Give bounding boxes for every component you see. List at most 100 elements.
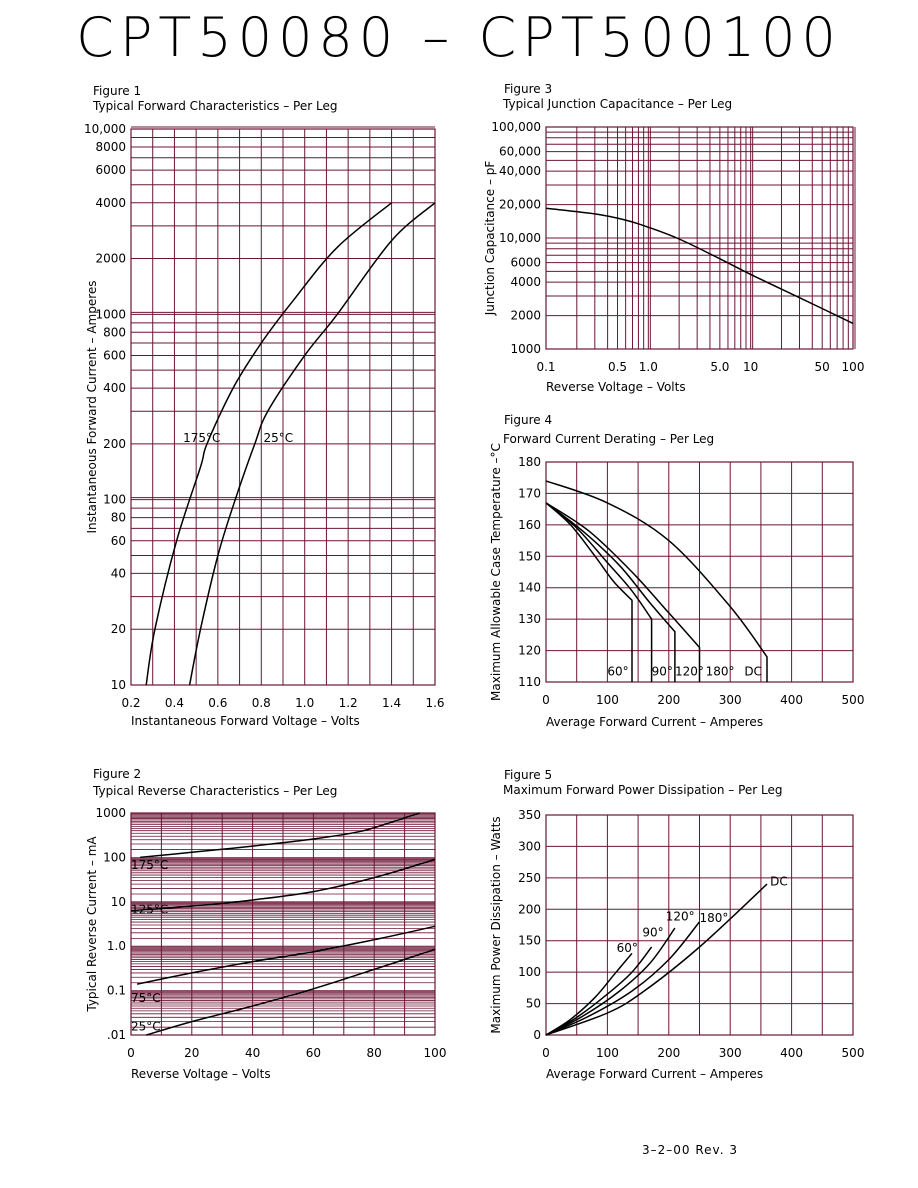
series-line-180- [545, 502, 701, 682]
series-line-75-c [136, 925, 436, 985]
y-tick-label: 1000 [510, 342, 541, 356]
curve-label: 175°C [131, 858, 168, 872]
y-axis-label: Maximum Power Dissipation – Watts [489, 816, 503, 1033]
x-tick-label: 400 [780, 1046, 803, 1060]
curve-label: 180° [706, 665, 735, 679]
y-tick-label: 200 [518, 902, 541, 916]
series-line-120- [545, 502, 676, 682]
y-tick-label: 170 [518, 486, 541, 500]
curve-label: DC [744, 665, 762, 679]
y-tick-label: 100 [518, 965, 541, 979]
grid [130, 126, 436, 686]
y-tick-label: 80 [111, 511, 126, 525]
y-tick-labels: 110 120 130 140 150 160 170 180 [518, 455, 541, 689]
y-tick-label: 60 [111, 534, 126, 548]
y-tick-labels: .01 0.1 1.0 10 100 1000 [95, 806, 126, 1042]
x-tick-label: 1.6 [425, 696, 444, 710]
y-tick-label: 1.0 [107, 939, 126, 953]
x-tick-label: 1.0 [295, 696, 314, 710]
curve-label: 125°C [131, 902, 168, 916]
series-line-90- [545, 502, 653, 682]
y-tick-label: .01 [107, 1028, 126, 1042]
curve-label: 90° [652, 665, 673, 679]
x-tick-label: 0.4 [165, 696, 184, 710]
x-tick-label: 100 [842, 360, 865, 374]
curve-label: 180° [700, 911, 729, 925]
figure-label: Figure 2 [93, 767, 141, 781]
x-tick-label: 1.4 [382, 696, 401, 710]
figure-label: Figure 5 [504, 768, 552, 782]
grid [130, 812, 436, 1036]
y-tick-label: 400 [103, 381, 126, 395]
series-line-dc [545, 480, 768, 682]
x-tick-label: 200 [657, 1046, 680, 1060]
x-tick-label: 100 [596, 693, 619, 707]
series-line-90- [545, 946, 653, 1036]
plot-frame [545, 814, 854, 1036]
y-tick-label: 4000 [95, 196, 126, 210]
x-tick-label: 400 [780, 693, 803, 707]
page-title: CPT50080 – CPT500100 [76, 6, 842, 69]
x-tick-label: 1.0 [639, 360, 658, 374]
x-tick-labels: 0.2 0.4 0.6 0.8 1.0 1.2 1.4 1.6 [121, 696, 444, 710]
y-axis-label: Maximum Allowable Case Temperature –°C [489, 443, 503, 701]
x-tick-label: 10 [743, 360, 758, 374]
curve-label: 90° [642, 925, 663, 939]
y-tick-label: 6000 [95, 163, 126, 177]
x-tick-label: 50 [815, 360, 830, 374]
x-tick-label: 5.0 [710, 360, 729, 374]
x-axis-label: Average Forward Current – Amperes [546, 1067, 763, 1081]
y-tick-label: 4000 [510, 275, 541, 289]
plot-frame [130, 812, 436, 1036]
x-tick-labels: 0 20 40 60 80 100 [127, 1046, 446, 1060]
fig4-chart: Figure 4 Forward Current Derating – Per L… [489, 413, 864, 729]
x-axis-label: Reverse Voltage – Volts [546, 380, 686, 394]
y-tick-labels: 10 20 40 60 80 100 200 400 600 800 1000 2000 4000 600… [84, 122, 126, 692]
x-axis-label: Instantaneous Forward Voltage – Volts [131, 714, 360, 728]
chart-title: Maximum Forward Power Dissipation – Per … [503, 783, 783, 797]
y-tick-label: 40,000 [499, 164, 541, 178]
fig2-chart: Figure 2 Typical Reverse Characteristics … [85, 767, 446, 1081]
y-tick-label: 130 [518, 612, 541, 626]
series-line-120- [545, 927, 676, 1036]
curve-label: 25°C [263, 431, 293, 445]
x-tick-label: 100 [596, 1046, 619, 1060]
series-line-180- [545, 921, 701, 1036]
series-line-dc [545, 883, 768, 1036]
y-tick-label: 1000 [95, 806, 126, 820]
curve-label: 175°C [183, 431, 220, 445]
x-tick-label: 0.8 [252, 696, 271, 710]
chart-title: Typical Forward Characteristics – Per Le… [92, 99, 337, 113]
x-tick-labels: 0 100 200 300 400 500 [542, 1046, 864, 1060]
figure-label: Figure 1 [93, 84, 141, 98]
x-tick-label: 0 [542, 1046, 550, 1060]
y-tick-label: 250 [518, 871, 541, 885]
x-tick-label: 60 [306, 1046, 321, 1060]
chart-title: Typical Junction Capacitance – Per Leg [502, 97, 732, 111]
y-tick-label: 8000 [95, 140, 126, 154]
grid [545, 126, 856, 350]
y-tick-label: 50 [526, 997, 541, 1011]
series-line-60- [545, 952, 633, 1036]
series-line-175-c [140, 812, 421, 859]
x-tick-label: 300 [719, 1046, 742, 1060]
series-line-0 [545, 207, 854, 325]
y-tick-label: 350 [518, 808, 541, 822]
series-line-25-c [145, 948, 436, 1036]
x-tick-label: 0.6 [208, 696, 227, 710]
y-tick-label: 100 [103, 493, 126, 507]
curve-label: 75°C [131, 991, 161, 1005]
y-axis-label: Typical Reverse Current – mA [85, 836, 99, 1013]
x-tick-label: 1.2 [339, 696, 358, 710]
curve-label: 120° [675, 665, 704, 679]
x-tick-labels: 0 100 200 300 400 500 [542, 693, 864, 707]
y-tick-label: 1000 [95, 307, 126, 321]
revision-footer: 3–2–00 Rev. 3 [642, 1143, 738, 1157]
curve-label: 120° [666, 910, 695, 924]
series-line-125-c [130, 858, 436, 912]
y-tick-label: 10,000 [499, 231, 541, 245]
curve-label: 25°C [131, 1020, 161, 1034]
